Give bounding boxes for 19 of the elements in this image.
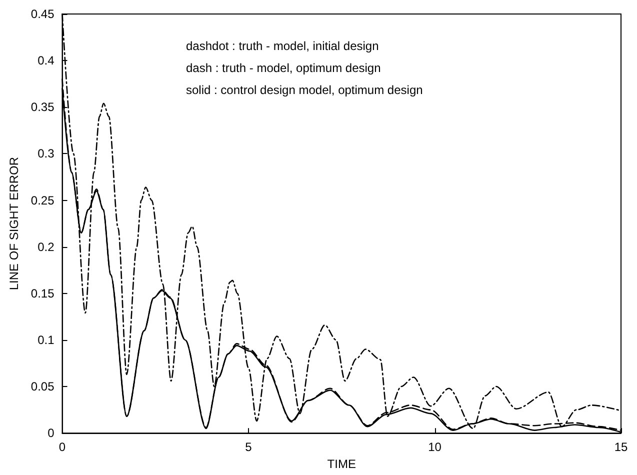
x-tick-label: 10 [428, 440, 442, 454]
x-tick-label: 15 [614, 440, 628, 454]
y-tick-label: 0.45 [30, 7, 55, 21]
x-tick-label: 0 [58, 440, 66, 454]
y-axis-title: LINE OF SIGHT ERROR [7, 156, 21, 290]
y-tick-label: 0.25 [30, 193, 55, 208]
annotation: solid : control design model, optimum design [186, 83, 423, 97]
y-tick-label: 0.35 [30, 100, 55, 114]
y-tick-label: 0.05 [30, 380, 55, 394]
y-tick-label: 0.3 [38, 146, 55, 161]
annotation: dash : truth - model, optimum design [186, 61, 381, 75]
y-tick-label: 0.1 [38, 332, 55, 347]
y-tick-label: 0 [48, 426, 55, 440]
y-tick-label: 0.2 [38, 240, 55, 254]
x-tick-label: 5 [245, 440, 252, 454]
y-tick-label: 0.15 [30, 286, 55, 300]
y-tick-label: 0.4 [38, 54, 55, 68]
annotation: dashdot : truth - model, initial design [186, 39, 379, 53]
x-axis-title: TIME [327, 457, 356, 471]
